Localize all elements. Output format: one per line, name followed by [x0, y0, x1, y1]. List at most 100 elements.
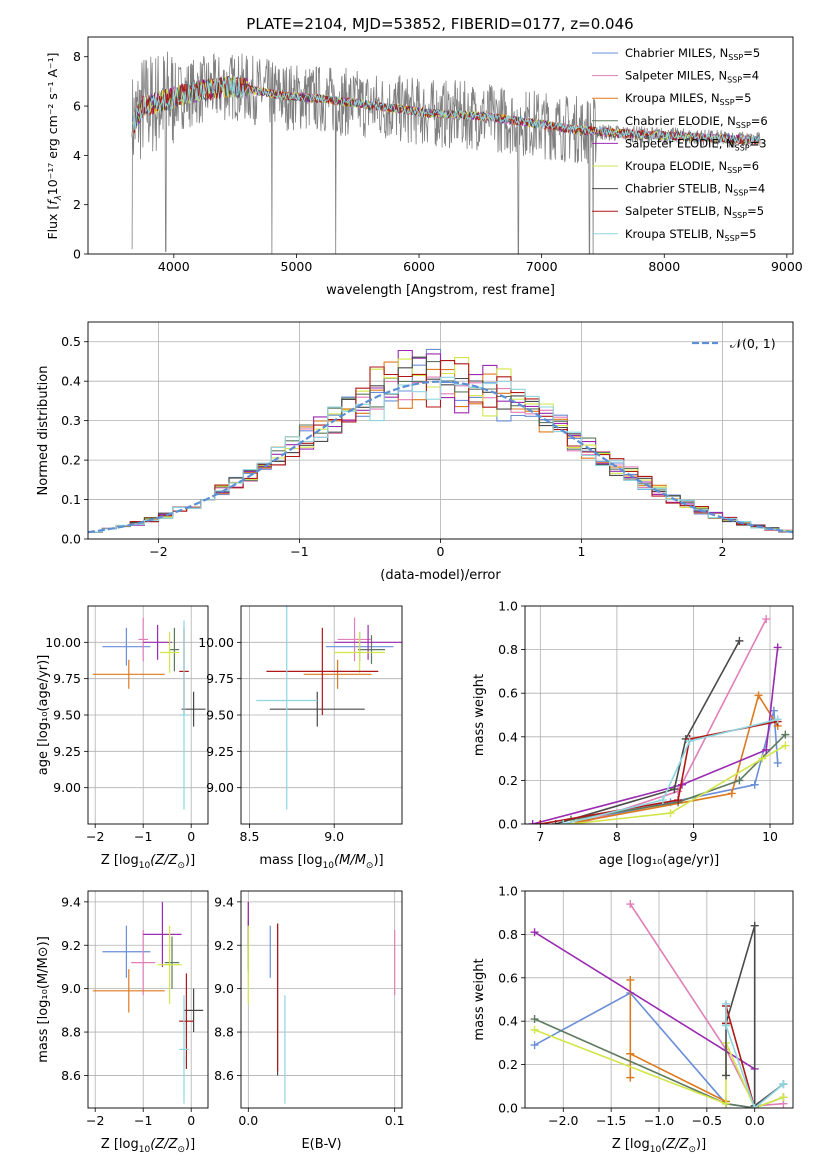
x-tick-label: 0.0 [745, 1113, 765, 1128]
mass-weight-marker [735, 776, 744, 785]
legend-entry: Salpeter ELODIE, NSSP=3 [625, 136, 767, 152]
mass-weight-marker [781, 741, 790, 750]
axes-frame [240, 890, 403, 1109]
x-axis-label-part: mass [log [259, 853, 322, 868]
legend-entry: Kroupa ELODIE, NSSP=6 [625, 159, 759, 175]
mass-weight-marker [779, 1093, 788, 1102]
mass-weight-marker [530, 1025, 539, 1034]
x-axis-label: Z [log10(Z/Z⊙)] [612, 1137, 706, 1155]
mass-weight-marker [722, 1099, 730, 1108]
mass-weight-marker [727, 789, 736, 798]
spectrum-panel: 4000 5000 6000 7000 8000 9000 0 2 4 6 8 wavelength … [45, 36, 803, 298]
y-tick-label: 0.1 [61, 492, 81, 507]
y-tick-label: 10.00 [45, 635, 81, 650]
mass-weight-marker [536, 820, 545, 824]
plot-area [92, 617, 206, 810]
legend-entry-part: =5 [740, 227, 757, 241]
mass-weight-marker [674, 796, 683, 805]
mass-weight-line [725, 1003, 784, 1108]
mass-weight-marker [626, 900, 635, 909]
x-axis-label-part: Z [log [101, 1137, 139, 1152]
weight-vs-metallicity-panel: −2.0 −1.5 −1.0 −0.5 0.0 0.0 0.2 0.4 0.6 0.8 1.0 Z [… [472, 884, 794, 1155]
plot-area [256, 606, 402, 810]
legend-entry-part: =6 [742, 159, 759, 173]
legend-entry: Kroupa STELIB, NSSP=5 [625, 227, 756, 243]
y-tick-label: 0.0 [61, 532, 81, 547]
plot-area [247, 901, 396, 1104]
x-tick-label: 7 [536, 829, 544, 844]
mass-weight-marker [530, 1041, 539, 1050]
mass-vs-extinction-panel: 0.0 0.1 8.6 8.8 9.0 9.2 9.4 E(B-V) [214, 890, 405, 1152]
mass-weight-marker [735, 636, 744, 645]
legend-entry-part: Chabrier STELIB, N [625, 182, 733, 196]
axes-frame [87, 890, 209, 1109]
x-tick-label: 8 [613, 829, 621, 844]
mass-weight-line [534, 931, 756, 1108]
mass-weight-line [563, 718, 778, 824]
mass-weight-marker [666, 809, 675, 818]
y-tick-label: 9.50 [206, 708, 234, 723]
legend-entry-part: Chabrier MILES, N [625, 46, 728, 60]
legend-entry-part: =4 [742, 69, 759, 83]
x-axis-label-part: (M/M [334, 853, 366, 868]
axes-frame [524, 605, 794, 825]
legend-entry-part: Kroupa ELODIE, N [625, 159, 727, 173]
y-tick-label: 8.8 [61, 1025, 81, 1040]
mass-weight-marker [566, 820, 575, 824]
age-vs-metallicity-panel: −2 −1 0 9.00 9.25 9.50 9.75 10.00 Z [log10(Z/Z⊙)… [36, 605, 209, 871]
y-tick-label: 2 [73, 197, 81, 212]
x-tick-label: 0 [437, 544, 445, 559]
legend-entry: Chabrier ELODIE, NSSP=6 [625, 114, 768, 130]
mass-weight-marker [773, 643, 782, 652]
x-axis-label-part: 10 [323, 861, 335, 871]
y-tick-label: 8 [73, 49, 81, 64]
mass-weight-marker [750, 1104, 759, 1108]
y-tick-label: 8.6 [214, 1068, 234, 1083]
mass-weight-line [578, 693, 779, 823]
x-axis-label: Z [log10(Z/Z⊙)] [101, 853, 195, 871]
legend-entry-part: Salpeter STELIB, N [625, 204, 732, 218]
mass-weight-marker [559, 820, 568, 824]
mass-weight-line [629, 903, 784, 1107]
x-axis-label: Z [log10(Z/Z⊙)] [101, 1137, 195, 1155]
y-tick-label: 9.4 [61, 894, 81, 909]
y-tick-label: 8.8 [214, 1025, 234, 1040]
x-tick-label: 6000 [403, 259, 435, 274]
x-tick-label: 0 [187, 829, 195, 844]
x-tick-label: −1 [290, 544, 308, 559]
y-tick-label: 4 [73, 148, 81, 163]
y-tick-label: 0.6 [498, 686, 518, 701]
x-tick-label: −1.0 [644, 1113, 674, 1128]
x-tick-label: 9.0 [324, 829, 344, 844]
y-tick-label: 9.0 [61, 981, 81, 996]
y-tick-label: 9.00 [206, 780, 234, 795]
legend-entry: Chabrier MILES, NSSP=5 [625, 46, 760, 62]
mass-weight-marker [626, 975, 635, 984]
y-tick-label: 9.50 [53, 708, 81, 723]
y-axis-label: mass weight [472, 674, 487, 756]
mass-weight-marker [722, 1021, 730, 1030]
legend-entry-part: Chabrier ELODIE, N [625, 114, 736, 128]
y-tick-label: 0.4 [61, 374, 81, 389]
x-tick-label: 0.0 [238, 1113, 258, 1128]
x-tick-label: −2 [86, 829, 104, 844]
legend-entry: Salpeter MILES, NSSP=4 [625, 69, 759, 85]
mass-weight-marker [670, 785, 679, 794]
y-tick-label: 0 [73, 247, 81, 262]
x-axis-label-part: ⊙ [177, 1145, 185, 1155]
legend-entry-part: =4 [748, 182, 765, 196]
mass-weight-marker [658, 796, 667, 805]
axes-frame [87, 605, 209, 825]
y-axis-label: Normed distribution [36, 366, 51, 496]
y-tick-label: 6 [73, 99, 81, 114]
legend-entry-part: SSP [727, 166, 742, 175]
legend-entry-part: =5 [743, 46, 760, 60]
y-tick-label: 9.75 [53, 671, 81, 686]
mass-weight-marker [762, 745, 771, 754]
x-axis-label-part: ⊙ [688, 1145, 696, 1155]
mass-weight-marker [530, 928, 539, 937]
x-axis-label-part: 10 [139, 1145, 151, 1155]
mass-weight-marker [626, 1073, 635, 1082]
x-axis-label-part: (Z/Z [150, 853, 178, 868]
